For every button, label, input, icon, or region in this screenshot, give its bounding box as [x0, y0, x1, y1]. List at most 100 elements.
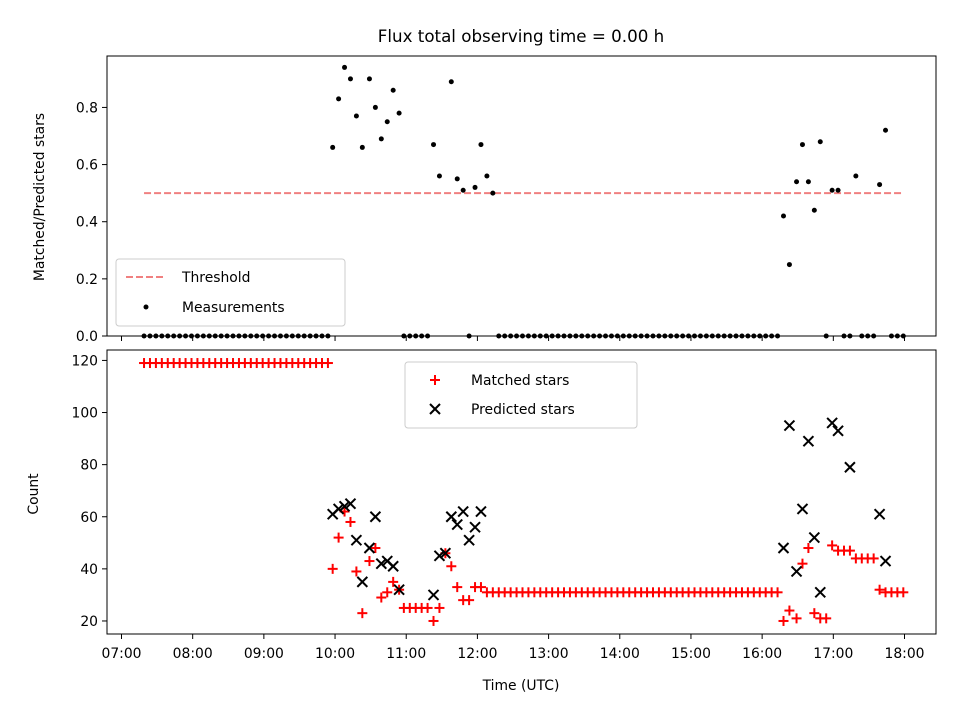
matched-point — [376, 592, 387, 603]
bottom-y-tick-label: 40 — [80, 562, 98, 578]
bottom-y-tick-label: 60 — [80, 510, 98, 526]
predicted-point — [469, 521, 481, 533]
legend-measurements-swatch — [143, 304, 149, 310]
predicted-point — [338, 500, 351, 513]
predicted-point — [445, 511, 458, 523]
x-tick-label: 11:00 — [386, 646, 426, 662]
top-y-tick-label: 0.0 — [76, 329, 98, 345]
predicted-point — [802, 435, 815, 447]
bottom-y-tick-label: 100 — [71, 406, 98, 422]
legend-matched-swatch — [430, 375, 440, 385]
predicted-point — [433, 550, 446, 562]
predicted-point — [350, 534, 363, 546]
measurement-point — [460, 187, 466, 193]
measurement-point — [330, 144, 336, 150]
matched-point — [778, 615, 789, 626]
measurement-point — [378, 136, 384, 142]
matched-point — [827, 540, 838, 551]
matched-point — [821, 613, 832, 624]
top-axis-ticks: 0.0 0.2 0.4 0.6 0.8 — [76, 100, 905, 345]
measurement-point — [366, 76, 372, 82]
predicted-point — [344, 498, 357, 510]
measurement-point — [780, 213, 786, 219]
measurement-point — [342, 64, 348, 70]
matched-point — [370, 543, 381, 554]
count-panel: Count Time (UTC) 20 40 60 80 100 120 07:00 08:0… — [26, 349, 937, 694]
chart-title: Flux total observing time = 0.00 h — [378, 26, 664, 46]
matched-point — [333, 532, 344, 543]
predicted-point — [387, 560, 399, 572]
predicted-point — [393, 583, 405, 596]
matched-point — [868, 553, 879, 564]
measurement-point — [448, 79, 454, 85]
measurement-point — [835, 187, 841, 193]
measurement-point — [853, 173, 859, 179]
matched-point — [388, 576, 399, 587]
measurement-point — [883, 127, 889, 133]
top-legend-box — [115, 258, 346, 327]
matched-point — [422, 602, 433, 613]
predicted-point — [457, 505, 469, 518]
measurement-point — [431, 142, 437, 148]
x-tick-label: 13:00 — [529, 646, 569, 662]
predicted-point — [363, 542, 376, 554]
bottom-legend-box — [404, 361, 638, 429]
matched-point — [446, 561, 457, 572]
matched-point — [464, 595, 475, 606]
matched-point — [898, 587, 909, 598]
predicted-point — [332, 503, 345, 515]
measurement-point — [805, 179, 811, 185]
matched-point — [382, 587, 393, 598]
legend-threshold-label: Threshold — [181, 270, 250, 286]
matched-point — [475, 582, 486, 593]
predicted-point — [873, 508, 886, 520]
matched-stars-series — [139, 358, 909, 626]
measurement-point — [877, 182, 883, 188]
predicted-point — [375, 557, 388, 570]
matched-point — [345, 516, 356, 527]
predicted-point — [463, 534, 475, 546]
predicted-point — [826, 417, 838, 429]
x-axis-label: Time (UTC) — [482, 678, 560, 694]
x-tick-label: 12:00 — [457, 646, 497, 662]
matched-point — [322, 358, 333, 369]
top-plot-frame — [106, 55, 937, 337]
x-tick-label: 14:00 — [600, 646, 640, 662]
matched-point — [803, 543, 814, 554]
predicted-point — [790, 565, 803, 578]
predicted-point — [777, 542, 790, 554]
matched-point — [428, 615, 439, 626]
measurement-point — [390, 87, 396, 93]
top-y-tick-label: 0.4 — [76, 215, 98, 231]
measurement-point — [454, 176, 460, 182]
top-y-axis-label: Matched/Predicted stars — [32, 113, 48, 281]
predicted-point — [814, 586, 826, 599]
predicted-point — [369, 511, 382, 523]
predicted-point — [356, 576, 369, 588]
x-tick-label: 09:00 — [244, 646, 284, 662]
legend-measurements-label: Measurements — [182, 300, 285, 316]
measurement-point — [794, 179, 800, 185]
matched-point — [784, 605, 795, 616]
measurement-point — [786, 262, 792, 268]
matched-point — [364, 556, 375, 567]
measurement-point — [359, 144, 365, 150]
x-tick-label: 18:00 — [884, 646, 924, 662]
matched-point — [874, 584, 885, 595]
x-tick-label: 15:00 — [671, 646, 711, 662]
measurement-point — [384, 119, 390, 125]
predicted-point — [844, 461, 856, 473]
measurement-point — [829, 187, 835, 193]
measurement-point — [347, 76, 353, 82]
predicted-point — [475, 505, 487, 518]
top-legend: Threshold Measurements — [115, 258, 346, 327]
legend-predicted-swatch — [429, 403, 441, 415]
matched-point — [327, 563, 338, 574]
matched-point — [797, 558, 808, 569]
measurement-point — [372, 104, 378, 110]
measurement-point — [472, 184, 478, 190]
measurement-point — [817, 139, 823, 145]
predicted-point — [427, 589, 440, 601]
top-y-tick-label: 0.8 — [76, 100, 98, 116]
measurement-point — [484, 173, 490, 179]
